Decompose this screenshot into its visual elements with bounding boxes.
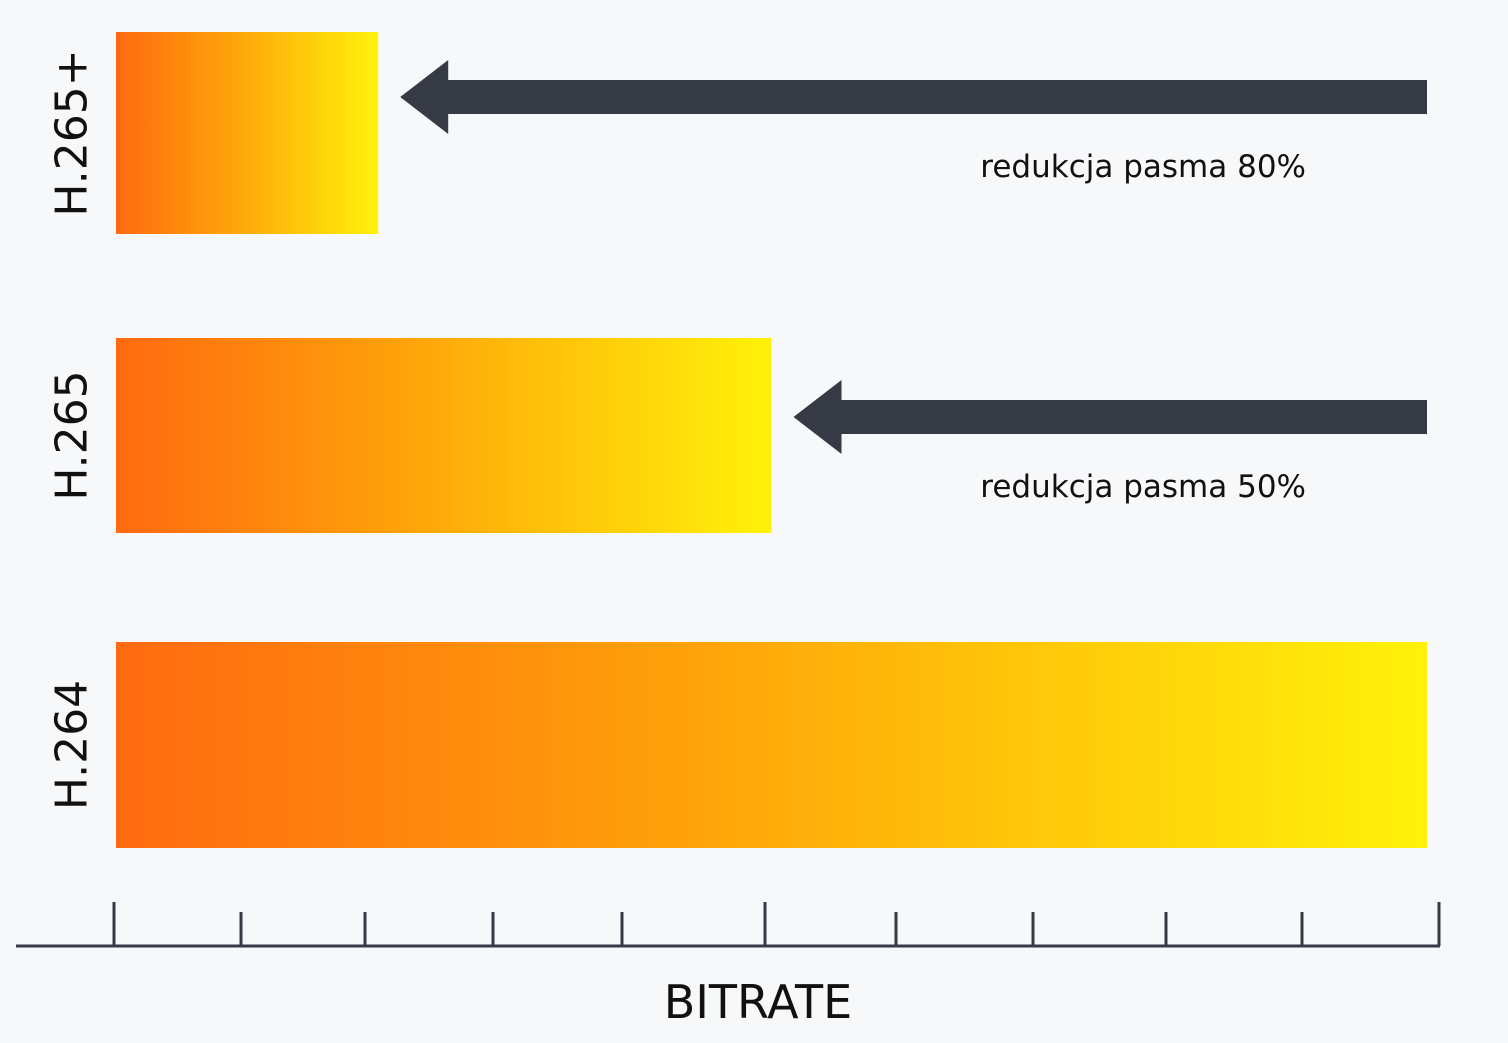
category-label: H.265: [47, 370, 98, 500]
annotations-group: redukcja pasma 80% redukcja pasma 50%: [400, 60, 1428, 505]
bar-h-265: [116, 338, 772, 533]
reduction-label: redukcja pasma 80%: [980, 149, 1306, 185]
category-label: H.264: [47, 680, 98, 810]
reduction-arrow: [400, 60, 1428, 134]
bars-group: [116, 32, 1427, 848]
x-axis: [16, 902, 1441, 948]
category-label: H.265+: [47, 49, 98, 216]
reduction-label: redukcja pasma 50%: [980, 469, 1306, 505]
category-labels: H.265+ H.265 H.264: [47, 49, 98, 810]
bar-h-265: [116, 32, 379, 234]
reduction-arrow: [793, 380, 1427, 454]
x-axis-title: BITRATE: [664, 975, 852, 1029]
bar-h-264: [116, 642, 1427, 848]
